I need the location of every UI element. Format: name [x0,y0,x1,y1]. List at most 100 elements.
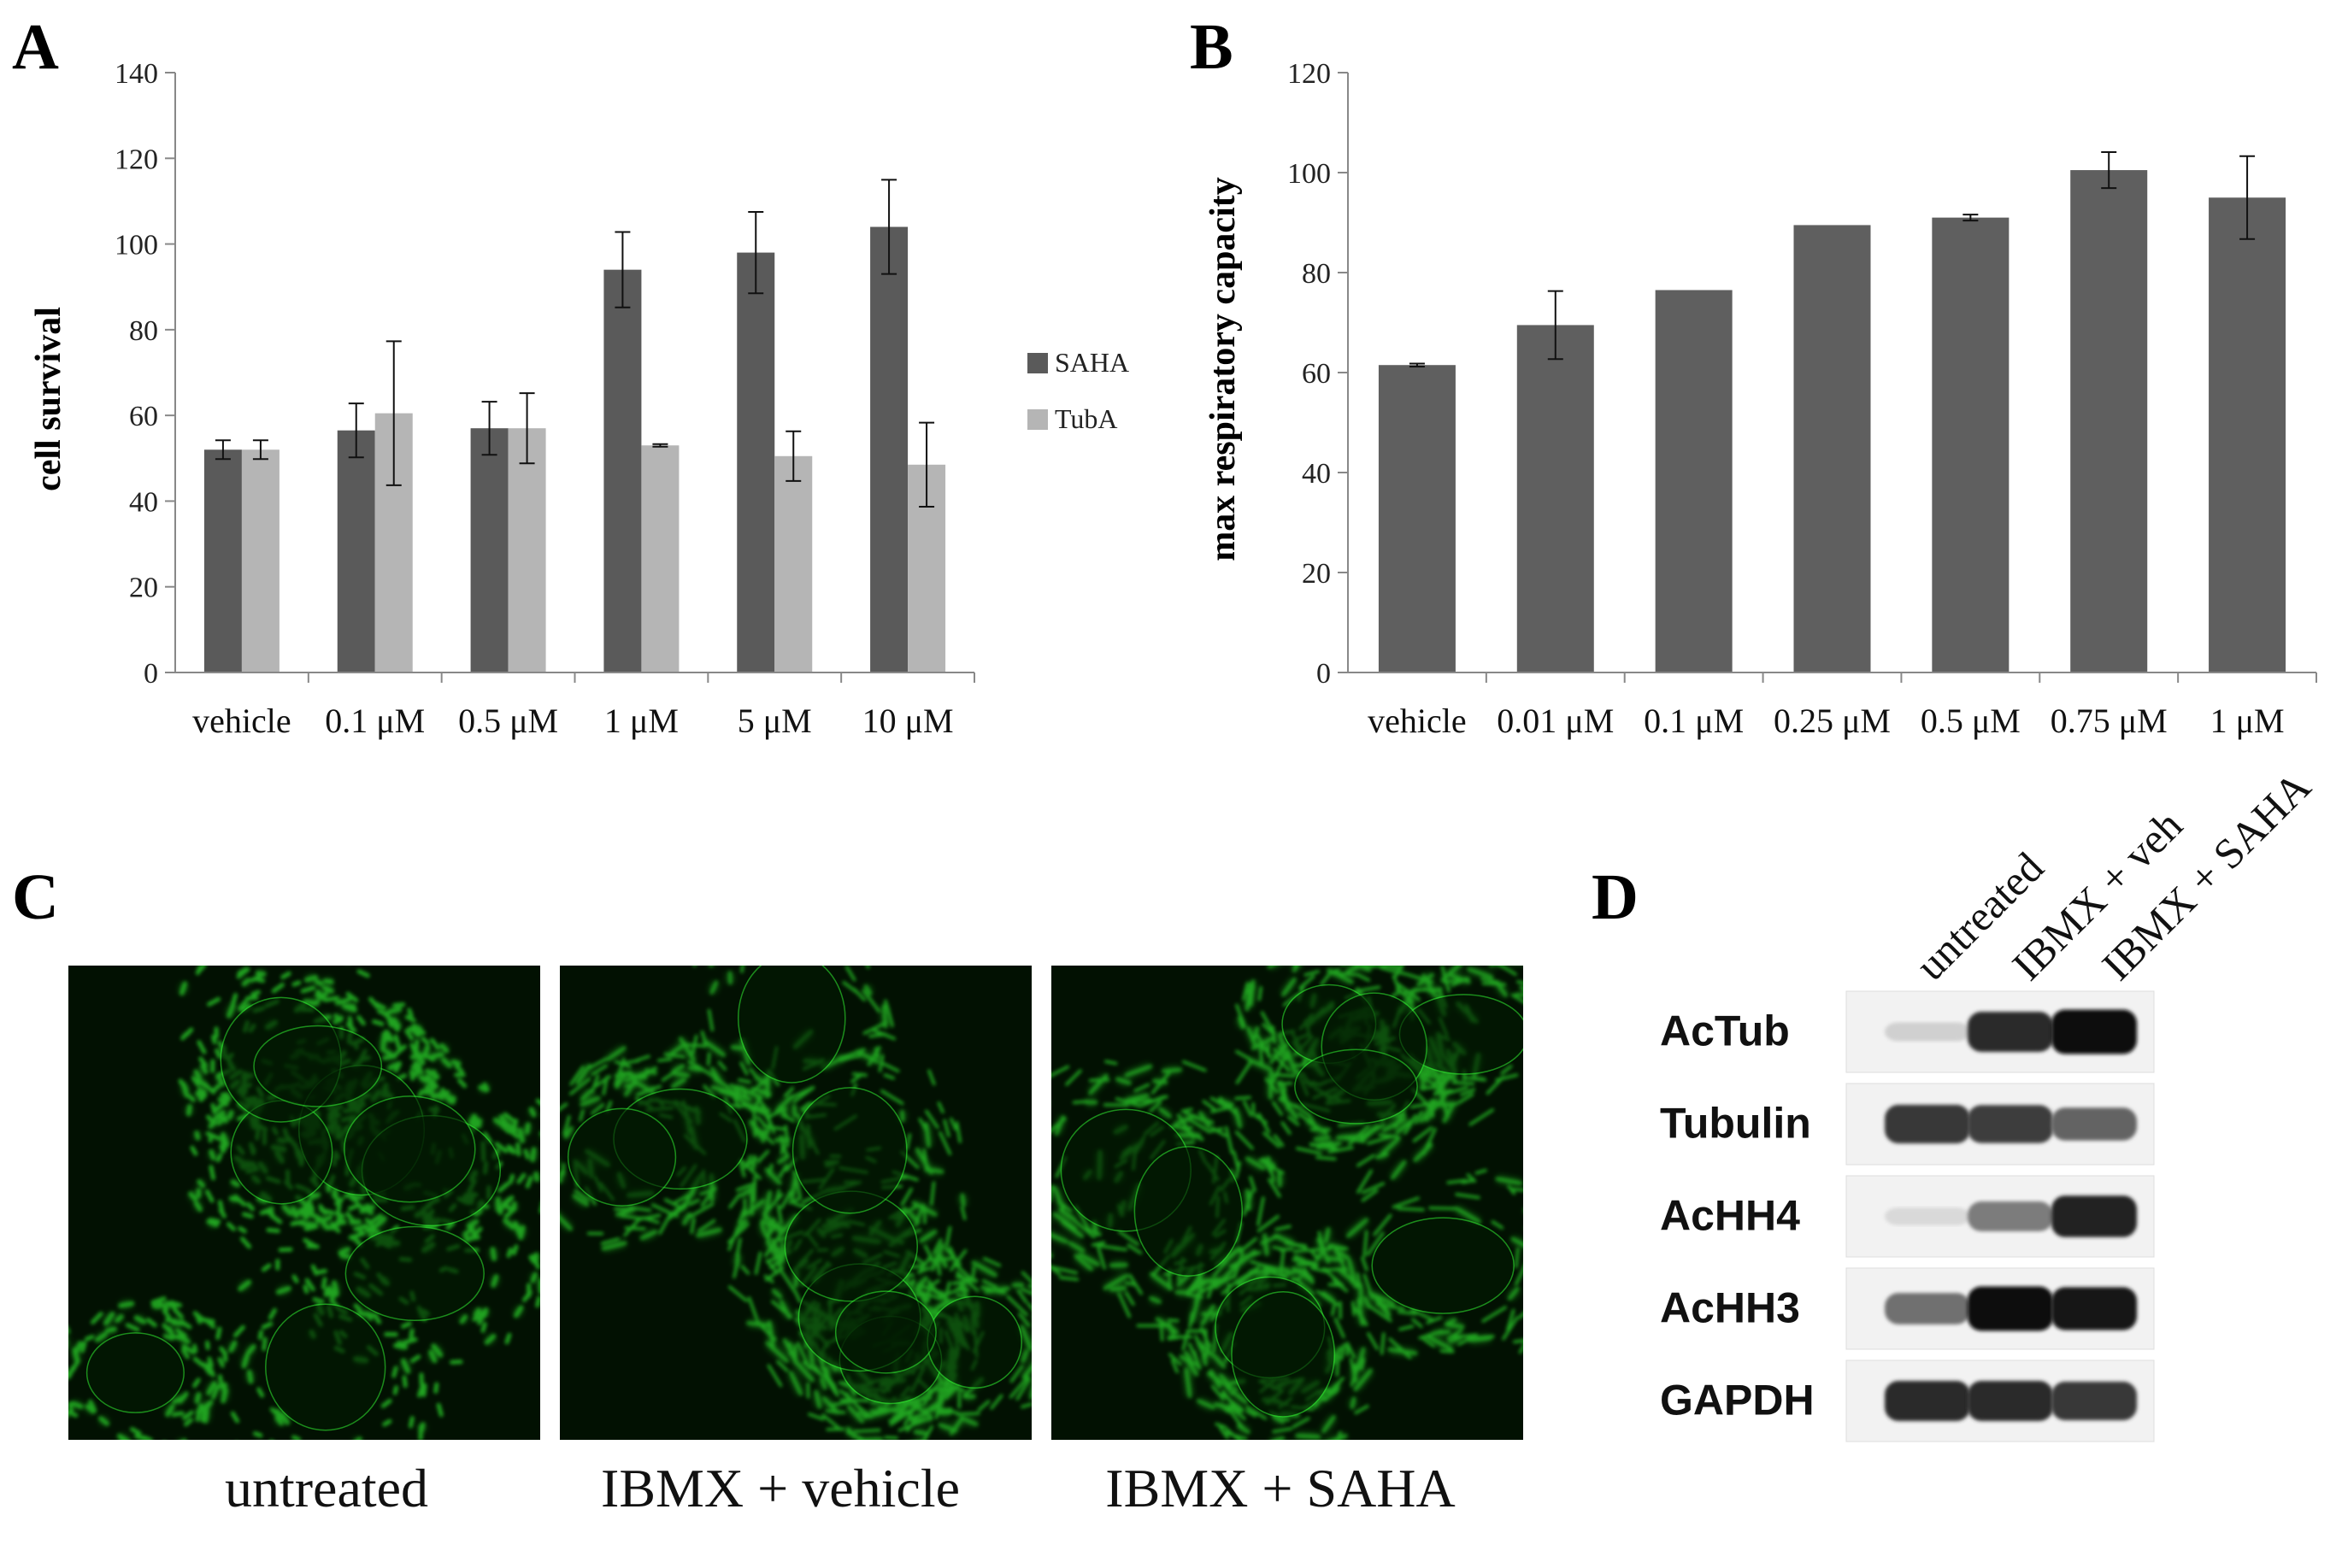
blot-row-label: AcTub [1660,1007,1790,1055]
chart-a-x-tick-label: 10 μM [862,702,954,740]
blot-band [2051,1107,2137,1141]
blot-band [1968,1201,2053,1231]
chart-b-x-tick-label: 1 μM [2210,702,2285,740]
blot-band [1885,1207,1970,1225]
chart-b-x-tick-label: 0.25 μM [1774,702,1891,740]
blot-band [1968,1286,2053,1331]
blot-band [1885,1381,1970,1421]
chart-b-y-tick-label: 0 [1316,658,1331,690]
chart-b-x-tick-label: 0.5 μM [1921,702,2021,740]
respiratory-capacity-chart: max respiratory capacity 0 20 40 60 80 100 120… [1203,58,2317,740]
blot-rows: AcTub Tubulin AcHH4 AcHH3 GAPDH [1660,990,2155,1442]
microscopy-image-3 [1051,966,1523,1440]
cell-survival-chart: cell survival 0 20 40 60 80 100 120 140 vehicle… [29,58,1129,740]
blot-row-achh3: AcHH3 [1660,1267,2155,1350]
chart-a-y-tick-label: 140 [115,58,158,90]
chart-b-x-tick-label: 0.1 μM [1644,702,1744,740]
microscopy-image-2 [560,966,1032,1440]
chart-a-x-ticks: vehicle 0.1 μM 0.5 μM 1 μM 5 μM 10 μM [192,672,975,740]
chart-b-bar [2070,170,2148,672]
blot-band [2051,1195,2137,1237]
caption-ibmx-saha: IBMX + SAHA [1105,1458,1455,1518]
chart-a-bar [470,428,509,672]
blot-band [1968,1381,2053,1421]
blot-band [2051,1381,2137,1421]
caption-untreated: untreated [225,1458,428,1518]
chart-a-x-tick-label: 1 μM [604,702,679,740]
chart-b-bar [2209,197,2286,672]
chart-a-bar [203,449,242,672]
caption-ibmx-vehicle: IBMX + vehicle [601,1458,960,1518]
panel-a-letter: A [12,11,59,83]
chart-b-x-tick-label: vehicle [1368,702,1467,740]
blot-row-label: AcHH4 [1660,1192,1800,1240]
blot-row-actub: AcTub [1660,990,2155,1073]
chart-a-y-ticks: 0 20 40 60 80 100 120 140 [115,58,175,690]
chart-b-y-tick-label: 100 [1287,158,1331,190]
chart-b-y-tick-label: 20 [1302,558,1331,590]
chart-a-y-tick-label: 20 [129,573,158,604]
chart-a-y-axis-label: cell survival [29,307,68,491]
chart-b-y-tick-label: 120 [1287,58,1331,90]
panel-b-letter: B [1190,11,1233,83]
blot-band [1968,1012,2053,1052]
chart-b-y-ticks: 0 20 40 60 80 100 120 [1287,58,1348,690]
chart-a-y-tick-label: 40 [129,486,158,518]
chart-a-bar [870,226,909,672]
blot-row-label: Tubulin [1660,1100,1811,1148]
chart-a-y-tick-label: 60 [129,401,158,432]
chart-a-x-tick-label: 0.5 μM [458,702,558,740]
chart-a-x-tick-label: 0.1 μM [325,702,425,740]
chart-a-bars [203,226,946,672]
blot-band [2051,1287,2137,1330]
chart-a-y-tick-label: 120 [115,144,158,175]
chart-b-x-tick-label: 0.01 μM [1497,702,1614,740]
chart-b-bar [1932,217,2010,672]
blot-row-gapdh: GAPDH [1660,1360,2155,1442]
chart-a-y-tick-label: 100 [115,230,158,261]
blot-row-tubulin: Tubulin [1660,1083,2155,1166]
chart-a-bar [641,445,680,672]
chart-a-bar [737,252,775,672]
chart-b-bar [1793,225,1871,672]
blot-band [1968,1105,2053,1143]
chart-a-bar [603,269,642,672]
blot-band [2051,1009,2137,1054]
chart-a-bar [508,428,546,672]
western-blot-panel: untreated IBMX + veh IBMX + SAHA AcTubTu… [1660,762,2320,1442]
chart-b-y-axis-label: max respiratory capacity [1203,177,1243,561]
microscopy-image-1 [68,966,540,1440]
chart-b-bar [1378,365,1456,672]
chart-b-error-bars [1409,151,2256,367]
chart-a-x-tick-label: vehicle [192,702,291,740]
panel-d-letter: D [1592,861,1639,933]
blot-row-label: AcHH3 [1660,1284,1800,1332]
chart-b-y-tick-label: 60 [1302,358,1331,390]
chart-b-y-tick-label: 40 [1302,458,1331,490]
chart-a-y-tick-label: 80 [129,315,158,347]
chart-a-legend: SAHA TubA [1027,347,1129,434]
blot-row-achh4: AcHH4 [1660,1175,2155,1258]
blot-band [1885,1022,1970,1042]
chart-b-bar [1655,290,1733,672]
chart-a-legend-label: TubA [1055,403,1118,434]
chart-a-x-tick-label: 5 μM [738,702,812,740]
chart-b-y-tick-label: 80 [1302,258,1331,290]
panel-c-letter: C [12,861,59,933]
chart-a-legend-swatch [1027,409,1048,430]
chart-a-bar [337,430,375,672]
chart-b-bar [1516,325,1594,672]
microscopy-panel [68,966,1523,1440]
chart-b-x-tick-label: 0.75 μM [2051,702,2168,740]
blot-band [1885,1293,1970,1324]
chart-a-bar [241,449,280,672]
chart-a-error-bars [215,179,935,508]
chart-a-legend-label: SAHA [1055,347,1129,378]
chart-a-bar [774,455,813,672]
chart-b-bars [1378,170,2286,672]
chart-a-legend-swatch [1027,353,1048,373]
blot-band [1885,1104,1970,1144]
chart-a-y-tick-label: 0 [144,658,158,690]
